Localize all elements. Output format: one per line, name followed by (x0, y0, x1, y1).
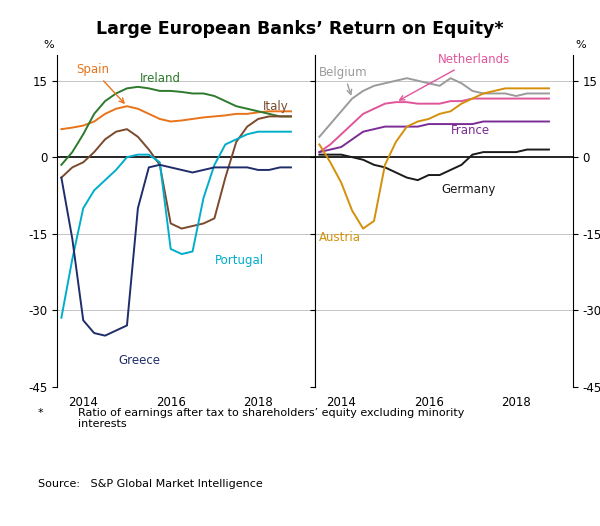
Text: Ratio of earnings after tax to shareholders’ equity excluding minority
interests: Ratio of earnings after tax to sharehold… (78, 408, 464, 429)
Text: Belgium: Belgium (319, 66, 368, 95)
Text: France: France (451, 124, 490, 137)
Text: Spain: Spain (77, 63, 124, 103)
Text: Source:   S&P Global Market Intelligence: Source: S&P Global Market Intelligence (38, 479, 263, 489)
Text: Portugal: Portugal (214, 254, 263, 267)
Text: Large European Banks’ Return on Equity*: Large European Banks’ Return on Equity* (96, 20, 504, 38)
Text: Austria: Austria (319, 231, 361, 244)
Text: %: % (44, 41, 55, 50)
Text: Germany: Germany (442, 183, 496, 196)
Text: Netherlands: Netherlands (400, 53, 509, 100)
Text: Italy: Italy (263, 100, 288, 113)
Text: %: % (575, 41, 586, 50)
Text: *: * (38, 408, 43, 418)
Text: Greece: Greece (118, 353, 160, 367)
Text: Ireland: Ireland (140, 72, 181, 85)
